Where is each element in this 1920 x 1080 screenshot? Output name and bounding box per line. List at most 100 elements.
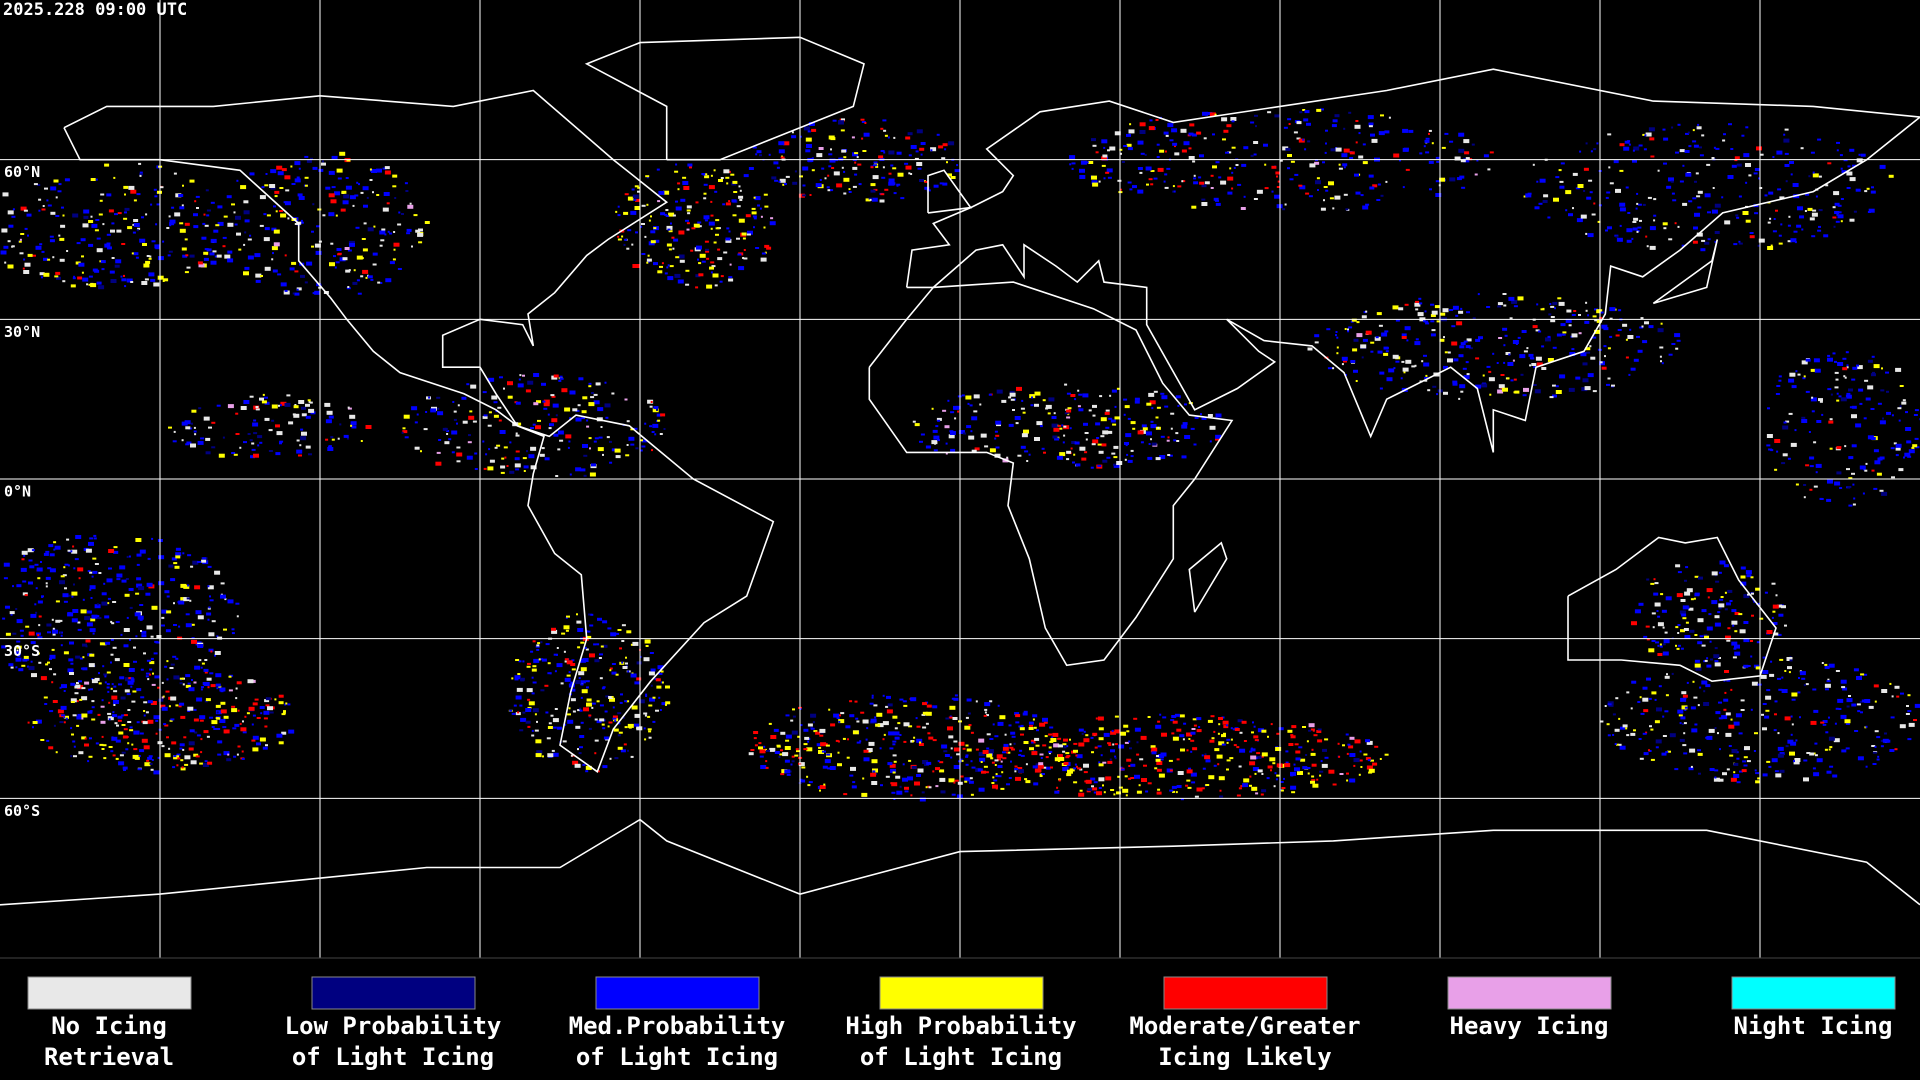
icing-pixel bbox=[1069, 155, 1076, 160]
icing-pixel bbox=[1876, 758, 1880, 761]
icing-pixel bbox=[1809, 456, 1815, 460]
icing-pixel bbox=[397, 223, 402, 226]
icing-pixel bbox=[1697, 749, 1701, 752]
icing-pixel bbox=[1201, 184, 1207, 188]
icing-pixel bbox=[353, 269, 356, 272]
icing-pixel bbox=[418, 228, 423, 232]
icing-pixel bbox=[625, 454, 630, 457]
icing-pixel bbox=[272, 269, 278, 273]
icing-pixel bbox=[179, 206, 185, 210]
icing-pixel bbox=[1226, 724, 1228, 727]
icing-pixel bbox=[1549, 396, 1554, 399]
icing-pixel bbox=[1358, 173, 1361, 176]
icing-pixel bbox=[32, 254, 36, 257]
icing-pixel bbox=[1475, 384, 1482, 389]
icing-pixel bbox=[1443, 336, 1445, 339]
icing-pixel bbox=[1096, 791, 1102, 796]
icing-pixel bbox=[1622, 323, 1628, 327]
icing-pixel bbox=[1848, 504, 1853, 507]
icing-pixel bbox=[1815, 463, 1822, 468]
icing-pixel bbox=[904, 162, 909, 165]
icing-pixel bbox=[1840, 198, 1844, 200]
icing-pixel bbox=[200, 688, 203, 691]
icing-pixel bbox=[1856, 703, 1861, 706]
icing-pixel bbox=[311, 245, 314, 248]
icing-pixel bbox=[1777, 188, 1782, 191]
icing-pixel bbox=[259, 441, 263, 444]
icing-pixel bbox=[414, 421, 418, 424]
icing-pixel bbox=[1803, 484, 1807, 486]
icing-pixel bbox=[1637, 226, 1642, 229]
icing-pixel bbox=[802, 166, 809, 171]
icing-pixel bbox=[1121, 161, 1125, 163]
icing-pixel bbox=[179, 682, 183, 685]
icing-pixel bbox=[1415, 338, 1419, 341]
icing-pixel bbox=[1098, 450, 1104, 454]
icing-pixel bbox=[26, 213, 32, 217]
icing-pixel bbox=[1353, 338, 1359, 342]
icing-pixel bbox=[1532, 384, 1537, 386]
icing-pixel bbox=[1662, 643, 1666, 646]
icing-pixel bbox=[1348, 745, 1354, 749]
icing-pixel bbox=[293, 413, 300, 418]
icing-pixel bbox=[214, 255, 218, 258]
icing-pixel bbox=[1296, 137, 1301, 140]
icing-pixel bbox=[1758, 238, 1765, 243]
icing-pixel bbox=[31, 549, 35, 552]
icing-pixel bbox=[106, 683, 110, 686]
icing-pixel bbox=[1368, 771, 1373, 774]
icing-pixel bbox=[514, 457, 520, 461]
icing-pixel bbox=[1784, 152, 1789, 155]
icing-pixel bbox=[870, 166, 874, 169]
icing-pixel bbox=[703, 215, 710, 220]
icing-pixel bbox=[1642, 340, 1648, 344]
icing-pixel bbox=[1848, 695, 1851, 697]
icing-pixel bbox=[214, 651, 221, 655]
icing-pixel bbox=[578, 377, 584, 381]
icing-pixel bbox=[155, 641, 160, 644]
icing-pixel bbox=[1436, 320, 1441, 323]
icing-pixel bbox=[1693, 226, 1698, 230]
icing-pixel bbox=[483, 414, 488, 417]
icing-pixel bbox=[1797, 206, 1803, 211]
icing-pixel bbox=[1725, 732, 1732, 737]
icing-pixel bbox=[1158, 773, 1165, 778]
icing-pixel bbox=[732, 180, 738, 184]
icing-pixel bbox=[1000, 787, 1005, 790]
icing-pixel bbox=[743, 174, 749, 178]
icing-pixel bbox=[1305, 192, 1310, 195]
icing-pixel bbox=[514, 678, 519, 681]
icing-pixel bbox=[650, 668, 656, 672]
icing-pixel bbox=[556, 663, 563, 668]
icing-pixel bbox=[695, 201, 699, 204]
icing-pixel bbox=[192, 560, 199, 565]
icing-pixel bbox=[1677, 624, 1681, 626]
icing-pixel bbox=[1472, 317, 1476, 320]
icing-pixel bbox=[1216, 754, 1223, 759]
icing-pixel bbox=[1559, 180, 1564, 183]
icing-pixel bbox=[158, 698, 164, 702]
icing-pixel bbox=[497, 406, 502, 409]
icing-pixel bbox=[997, 758, 1001, 761]
icing-pixel bbox=[1839, 487, 1843, 489]
icing-pixel bbox=[289, 267, 295, 271]
icing-pixel bbox=[1895, 367, 1902, 372]
icing-pixel bbox=[728, 200, 731, 203]
icing-pixel bbox=[892, 740, 897, 743]
icing-pixel bbox=[1597, 220, 1601, 223]
icing-pixel bbox=[1067, 407, 1072, 410]
icing-pixel bbox=[1826, 770, 1832, 774]
icing-pixel bbox=[1541, 345, 1545, 348]
icing-pixel bbox=[1707, 211, 1711, 214]
icing-pixel bbox=[1858, 388, 1864, 392]
icing-pixel bbox=[1145, 166, 1152, 171]
icing-pixel bbox=[921, 713, 926, 716]
icing-pixel bbox=[155, 732, 158, 735]
icing-pixel bbox=[185, 426, 191, 430]
icing-pixel bbox=[253, 453, 259, 458]
icing-pixel bbox=[1717, 732, 1719, 735]
icing-pixel bbox=[760, 215, 763, 218]
icing-pixel bbox=[686, 222, 690, 225]
icing-pixel bbox=[1366, 740, 1373, 745]
icing-pixel bbox=[1753, 600, 1756, 603]
